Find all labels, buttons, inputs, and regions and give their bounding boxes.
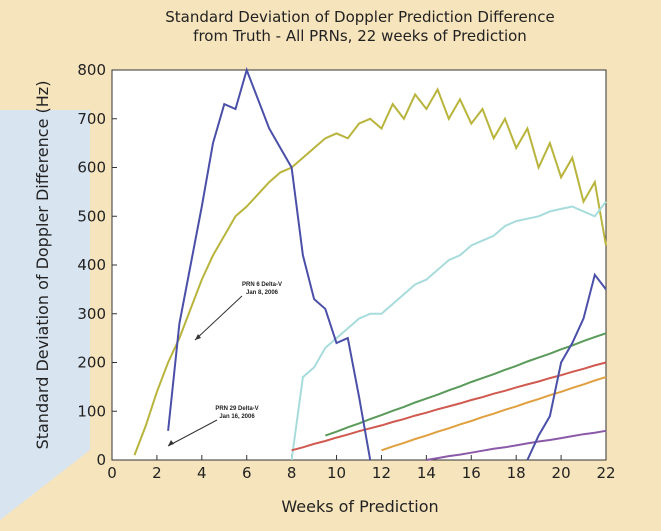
y-tick-label: 500 bbox=[77, 207, 106, 225]
y-tick-label: 400 bbox=[77, 256, 106, 274]
y-axis-label: Standard Deviation of Doppler Difference… bbox=[33, 81, 52, 450]
annotation-arrow bbox=[194, 295, 243, 341]
x-tick-label: 20 bbox=[552, 464, 571, 482]
x-tick-label: 6 bbox=[242, 464, 252, 482]
y-tick-label: 0 bbox=[96, 451, 106, 469]
y-tick-label: 700 bbox=[77, 110, 106, 128]
series-line bbox=[133, 87, 607, 456]
x-tick-label: 18 bbox=[507, 464, 526, 482]
x-tick-label: 16 bbox=[462, 464, 481, 482]
arrow-head bbox=[168, 440, 174, 446]
series-line bbox=[526, 272, 607, 461]
x-axis-label: Weeks of Prediction bbox=[281, 497, 438, 516]
y-tick-label: 200 bbox=[77, 354, 106, 372]
y-tick-label: 800 bbox=[77, 61, 106, 79]
series-line bbox=[167, 66, 372, 461]
annotation-text: PRN 29 Delta-V bbox=[215, 406, 258, 412]
x-tick-label: 4 bbox=[197, 464, 207, 482]
series-line bbox=[291, 361, 607, 452]
y-tick-label: 600 bbox=[77, 159, 106, 177]
y-tick-label: 100 bbox=[77, 402, 106, 420]
arrow-head bbox=[195, 334, 201, 340]
annotation-arrow bbox=[167, 419, 218, 447]
x-tick-label: 0 bbox=[107, 464, 117, 482]
x-tick-label: 12 bbox=[372, 464, 391, 482]
chart-title: Standard Deviation of Doppler Prediction… bbox=[165, 8, 554, 26]
y-tick-label: 300 bbox=[77, 305, 106, 323]
series-line bbox=[426, 429, 607, 461]
series-line bbox=[290, 200, 607, 461]
annotation-text: PRN 6 Delta-V bbox=[242, 282, 282, 288]
x-tick-label: 14 bbox=[417, 464, 436, 482]
annotation-text: Jan 8, 2006 bbox=[246, 290, 279, 296]
x-tick-label: 8 bbox=[287, 464, 297, 482]
series-line bbox=[324, 332, 607, 437]
annotation-text: Jan 16, 2006 bbox=[219, 414, 255, 420]
x-tick-label: 10 bbox=[327, 464, 346, 482]
x-tick-label: 2 bbox=[152, 464, 162, 482]
decor bbox=[0, 110, 90, 520]
x-tick-label: 22 bbox=[596, 464, 615, 482]
series-line bbox=[381, 376, 607, 452]
chart-title: from Truth - All PRNs, 22 weeks of Predi… bbox=[193, 27, 527, 45]
